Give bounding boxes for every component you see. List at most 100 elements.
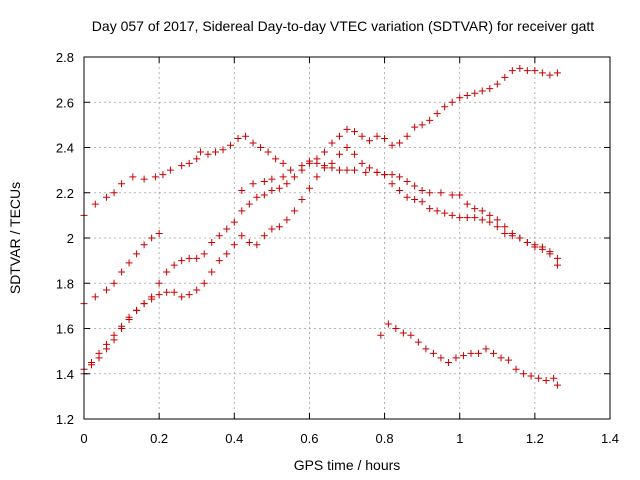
data-point [403,193,411,201]
data-point [238,232,246,240]
data-point [196,148,204,156]
data-point [133,250,141,258]
data-point [358,159,366,167]
data-point [275,223,283,231]
data-point [148,234,156,242]
data-point [193,155,201,163]
data-point [358,132,366,140]
data-points [80,64,561,389]
data-point [422,345,430,353]
data-point [275,184,283,192]
y-tick-label: 2.8 [56,50,74,65]
x-tick-label: 1.2 [526,431,544,446]
data-point [110,189,118,197]
data-point [448,98,456,106]
x-tick-label: 1 [456,431,463,446]
data-point [257,144,265,151]
data-point [396,186,404,194]
data-point [448,191,456,199]
data-point [414,338,422,346]
data-point [148,295,156,303]
data-point [335,132,343,140]
data-point [155,229,163,237]
data-point [178,293,186,301]
data-point [493,80,501,88]
data-point [118,268,126,276]
data-point [178,257,186,265]
data-point [501,73,509,81]
data-point [260,232,268,240]
data-point [110,331,118,339]
data-point [418,198,426,206]
data-point [396,173,404,181]
data-point [125,313,133,321]
data-point [381,171,389,179]
data-point [268,186,276,194]
data-point [118,180,126,188]
data-point [493,223,501,231]
y-tick-label: 1.8 [56,276,74,291]
data-point [298,196,306,204]
data-point [527,372,535,380]
y-tick-label: 2 [67,231,74,246]
data-point [178,162,186,170]
data-point [185,159,193,167]
data-point [320,148,328,156]
data-point [313,159,321,167]
data-point [140,175,148,183]
data-point [482,345,490,353]
data-point [230,241,238,249]
data-point [437,354,445,362]
data-point [471,214,479,222]
data-point [392,325,400,332]
data-point [155,291,163,299]
data-point [520,370,528,378]
data-point [418,121,426,129]
data-point [204,150,212,158]
data-point [185,291,193,299]
data-point [343,125,351,133]
data-point [516,64,524,72]
data-point [279,173,287,181]
data-point [546,250,554,258]
x-tick-label: 0.6 [300,431,318,446]
data-point [403,177,411,185]
data-point [287,166,295,174]
data-point [264,148,272,156]
data-point [268,175,276,183]
data-point [490,349,498,357]
data-point [516,234,524,242]
data-point [486,85,494,93]
data-point [193,286,201,294]
data-point [193,254,201,262]
data-point [118,322,126,330]
data-point [238,186,246,194]
data-point [535,374,543,382]
data-point [351,128,359,136]
data-point [512,365,520,373]
data-point [125,259,133,267]
x-tick-label: 0.4 [225,431,243,446]
data-point [91,293,99,301]
data-point [212,148,219,156]
data-point [215,232,223,240]
data-point [501,229,509,237]
series-sat-d [80,144,561,373]
data-point [433,110,441,118]
data-point [388,180,396,188]
data-point [463,214,471,222]
data-point [245,200,253,208]
data-point [411,196,419,204]
y-axis-label: SDTVAR / TECUs [7,182,23,294]
data-point [463,200,471,208]
data-point [159,171,167,179]
data-point [429,349,437,357]
data-point [550,374,558,382]
data-point [219,146,227,154]
data-point [234,134,242,142]
x-tick-label: 0 [80,431,87,446]
y-tick-label: 2.6 [56,95,74,110]
data-point [170,288,178,296]
data-point [553,69,561,77]
